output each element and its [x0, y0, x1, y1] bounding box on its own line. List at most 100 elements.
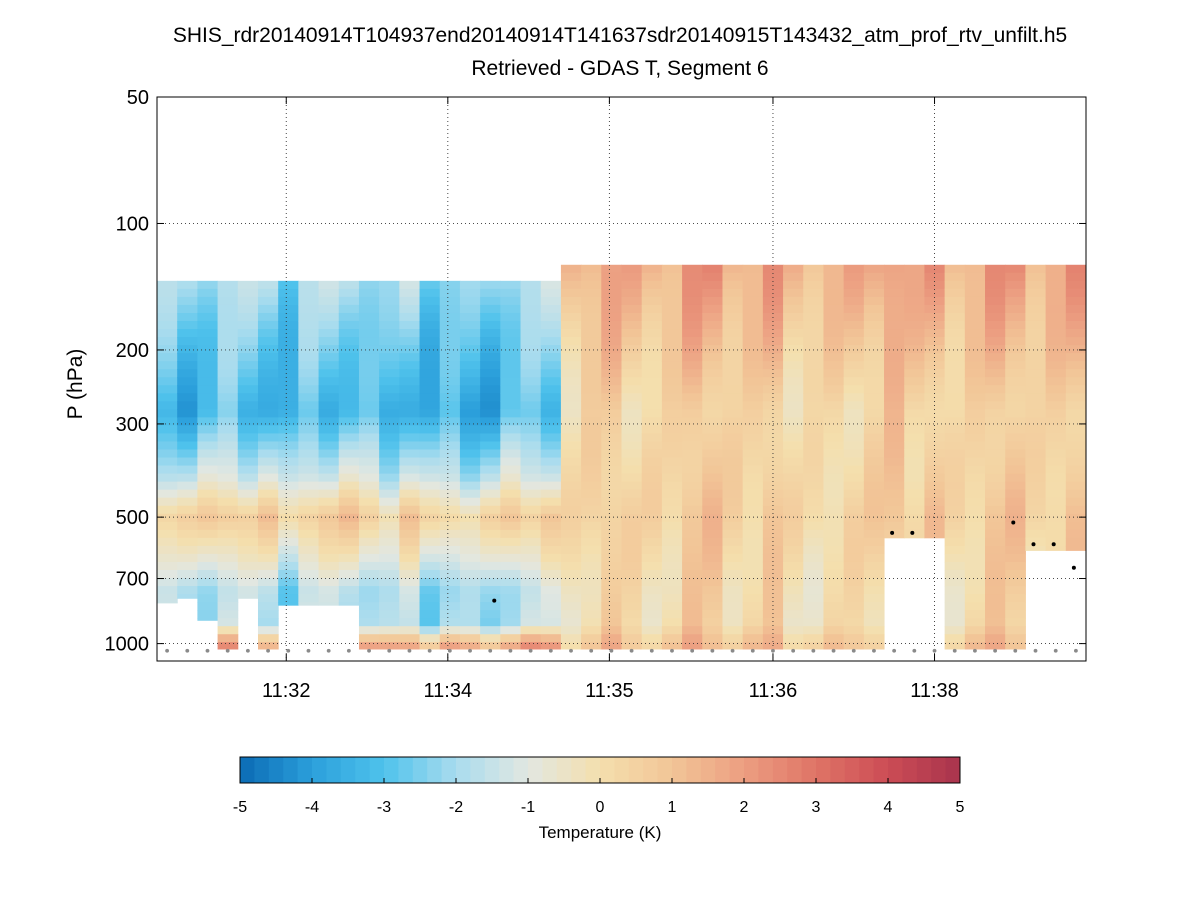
heatmap-cell [964, 441, 986, 450]
heatmap-cell [1045, 481, 1067, 491]
heatmap-cell [722, 441, 744, 450]
heatmap-cell [742, 320, 764, 330]
heatmap-cell [540, 626, 562, 635]
heatmap-cell [863, 561, 885, 571]
heatmap-cell [722, 433, 744, 442]
heatmap-cell [702, 264, 723, 274]
heatmap-cell [298, 345, 320, 354]
heatmap-cell [358, 441, 380, 450]
heatmap-cell [298, 401, 320, 410]
heatmap-cell [1025, 433, 1047, 442]
heatmap-cell [540, 361, 562, 370]
heatmap-cell [358, 489, 380, 499]
heatmap-cell [803, 481, 824, 491]
heatmap-cell [783, 441, 804, 450]
heatmap-cell [661, 594, 683, 603]
heatmap-cell [843, 634, 865, 643]
heatmap-cell [1005, 353, 1026, 362]
heatmap-cell [985, 473, 1006, 483]
heatmap-cell [702, 312, 723, 322]
heatmap-cell [278, 280, 299, 290]
heatmap-cell [904, 465, 925, 475]
heatmap-cell [641, 497, 663, 507]
heatmap-cell [157, 489, 178, 499]
cloud-top-marker [1031, 542, 1036, 547]
heatmap-cell [278, 361, 299, 370]
cloud-top-marker [910, 530, 915, 535]
heatmap-cell [157, 296, 178, 306]
colorbar-tick-label: -4 [305, 799, 319, 816]
heatmap-cell [964, 634, 986, 643]
heatmap-cell [298, 425, 320, 434]
heatmap-cell [379, 505, 400, 515]
heatmap-cell [884, 409, 905, 418]
heatmap-cell [722, 304, 744, 314]
heatmap-cell [399, 329, 421, 338]
heatmap-cell [702, 594, 723, 603]
heatmap-cell [540, 369, 562, 378]
heatmap-cell [177, 393, 198, 402]
heatmap-cell [197, 457, 219, 467]
heatmap-cell [641, 505, 663, 515]
heatmap-cell [621, 312, 643, 322]
heatmap-cell [964, 361, 986, 370]
heatmap-cell [803, 401, 824, 410]
heatmap-cell [722, 537, 744, 547]
heatmap-cell [823, 296, 845, 306]
heatmap-cell [1045, 545, 1067, 551]
heatmap-cell [1065, 481, 1086, 491]
heatmap-cell [217, 385, 239, 394]
heatmap-cell [298, 594, 320, 603]
heatmap-cell [298, 457, 320, 467]
heatmap-cell [358, 417, 380, 426]
heatmap-cell [278, 497, 299, 507]
heatmap-cell [560, 537, 582, 547]
heatmap-cell [540, 425, 562, 434]
heatmap-cell [540, 473, 562, 483]
heatmap-cell [803, 545, 824, 555]
heatmap-cell [257, 537, 279, 547]
heatmap-cell [257, 457, 279, 467]
heatmap-cell [581, 304, 602, 314]
heatmap-cell [762, 569, 784, 579]
heatmap-cell [520, 513, 542, 523]
heatmap-cell [702, 465, 723, 475]
heatmap-cell [298, 497, 320, 507]
heatmap-cell [358, 304, 380, 314]
heatmap-cell [762, 545, 784, 555]
heatmap-cell [399, 497, 421, 507]
heatmap-cell [560, 433, 582, 442]
colorbar-segment [729, 757, 745, 783]
heatmap-cell [944, 288, 966, 298]
heatmap-cell [944, 529, 966, 539]
heatmap-cell [560, 288, 582, 298]
heatmap-cell [520, 642, 542, 650]
heatmap-cell [863, 288, 885, 298]
heatmap-cell [641, 369, 663, 378]
heatmap-cell [823, 457, 845, 467]
heatmap-cell [379, 304, 400, 314]
heatmap-cell [177, 578, 198, 587]
heatmap-cell [257, 634, 279, 643]
heatmap-cell [379, 280, 400, 290]
heatmap-cell [1025, 529, 1047, 539]
heatmap-cell [379, 586, 400, 595]
heatmap-cell [419, 537, 441, 547]
heatmap-cell [621, 441, 643, 450]
heatmap-cell [520, 393, 542, 402]
heatmap-cell [702, 425, 723, 434]
heatmap-cell [904, 441, 925, 450]
y-tick-label: 700 [116, 569, 149, 591]
heatmap-cell [157, 288, 178, 298]
heatmap-cell [843, 433, 865, 442]
heatmap-cell [237, 393, 259, 402]
heatmap-cell [480, 513, 501, 523]
heatmap-cell [621, 521, 643, 531]
heatmap-cell [500, 385, 522, 394]
heatmap-cell [419, 361, 441, 370]
heatmap-cell [904, 264, 925, 274]
heatmap-cell [904, 433, 925, 442]
heatmap-cell [661, 361, 683, 370]
heatmap-cell [863, 634, 885, 643]
heatmap-cell [439, 296, 461, 306]
